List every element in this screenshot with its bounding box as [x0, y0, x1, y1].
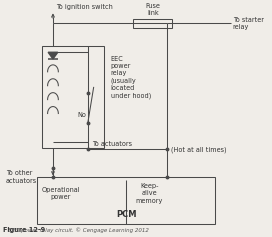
- Bar: [37, 177, 215, 223]
- Text: No: No: [78, 112, 86, 118]
- Text: Operational
power: Operational power: [42, 187, 80, 200]
- Text: (Hot at all times): (Hot at all times): [171, 146, 226, 153]
- Text: Keep-
alive
memory: Keep- alive memory: [136, 183, 163, 204]
- Text: To actuators: To actuators: [92, 141, 132, 147]
- Text: Figure 12-9: Figure 12-9: [3, 227, 45, 233]
- Text: EEC power relay circuit. © Cengage Learning 2012: EEC power relay circuit. © Cengage Learn…: [3, 227, 149, 233]
- Polygon shape: [48, 52, 58, 59]
- Text: To starter
relay: To starter relay: [233, 17, 264, 30]
- Text: To other
actuators: To other actuators: [6, 170, 37, 183]
- Text: To ignition switch: To ignition switch: [56, 5, 112, 10]
- Text: EEC
power
relay
(usually
located
under hood): EEC power relay (usually located under h…: [111, 56, 151, 99]
- Text: PCM: PCM: [116, 210, 136, 219]
- Bar: [133, 19, 172, 27]
- Bar: [42, 46, 104, 148]
- Text: Fuse
link: Fuse link: [146, 3, 160, 16]
